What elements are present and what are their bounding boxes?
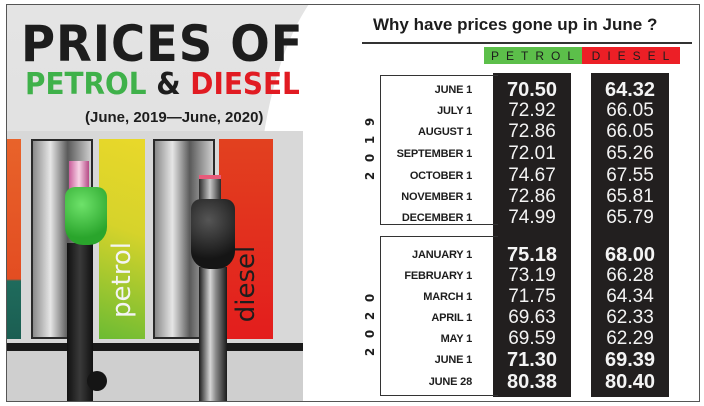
table-question: Why have prices gone up in June ? <box>373 15 658 34</box>
petrol-price: 70.50 <box>506 78 558 101</box>
diesel-price: 65.81 <box>606 186 654 207</box>
table-row: JULY 1 72.92 66.05 <box>380 100 690 121</box>
black-nozzle-icon <box>191 199 235 269</box>
petrol-price: 69.59 <box>508 328 556 349</box>
petrol-price: 71.75 <box>508 286 556 307</box>
row-date: FEBRUARY 1 <box>404 269 472 282</box>
year-digit: 1 <box>362 135 377 145</box>
title-prices-of: PRICES OF <box>21 15 304 73</box>
diesel-price: 67.55 <box>606 165 654 186</box>
diesel-column-background <box>591 73 669 397</box>
row-date: JUNE 28 <box>428 375 472 388</box>
table-row: JANUARY 1 75.18 68.00 <box>380 244 690 265</box>
table-row: JUNE 1 71.30 69.39 <box>380 349 690 370</box>
title-fuels: PETROL & DIESEL <box>25 70 300 100</box>
title-ampersand: & <box>156 67 181 102</box>
row-date: JUNE 1 <box>434 83 473 96</box>
bracket-2020 <box>380 236 498 396</box>
diesel-price: 62.29 <box>606 328 654 349</box>
black-nozzle-hose <box>199 267 227 401</box>
petrol-price: 73.19 <box>508 265 556 286</box>
question-rule <box>362 42 692 44</box>
petrol-price: 72.01 <box>508 143 556 164</box>
table-row: MARCH 1 71.75 64.34 <box>380 286 690 307</box>
year-digit: 9 <box>362 117 377 127</box>
diesel-price: 64.34 <box>606 286 654 307</box>
table-row: JUNE 28 80.38 80.40 <box>380 371 690 392</box>
row-date: MARCH 1 <box>423 290 472 303</box>
year-digit: 2 <box>362 171 377 181</box>
petrol-price: 74.99 <box>508 207 556 228</box>
row-date: NOVEMBER 1 <box>401 190 472 203</box>
petrol-column-background <box>493 73 571 397</box>
petrol-price: 71.30 <box>506 348 558 371</box>
petrol-price: 80.38 <box>506 370 558 393</box>
table-row: MAY 1 69.59 62.29 <box>380 328 690 349</box>
infographic-frame: PRICES OF PETROL & DIESEL (June, 2019—Ju… <box>6 4 700 402</box>
row-date: AUGUST 1 <box>417 125 472 138</box>
pump-base <box>7 351 303 401</box>
diesel-price: 69.39 <box>604 348 656 371</box>
diesel-strip-label: diesel <box>231 245 261 323</box>
row-date: APRIL 1 <box>431 311 472 324</box>
pump-knob <box>87 371 107 391</box>
petrol-strip-label: petrol <box>107 242 137 318</box>
table-row: NOVEMBER 1 72.86 65.81 <box>380 186 690 207</box>
row-date: OCTOBER 1 <box>409 169 472 182</box>
column-header-diesel: DIESEL <box>582 47 680 64</box>
black-nozzle-neck <box>199 175 221 203</box>
year-digit: 0 <box>362 293 377 303</box>
petrol-price: 72.86 <box>508 121 556 142</box>
table-row: APRIL 1 69.63 62.33 <box>380 307 690 328</box>
petrol-price: 75.18 <box>506 243 558 266</box>
year-digit: 0 <box>362 329 377 339</box>
diesel-price: 66.05 <box>606 100 654 121</box>
year-digit: 0 <box>362 153 377 163</box>
title-diesel: DIESEL <box>190 67 300 102</box>
petrol-price: 72.86 <box>508 186 556 207</box>
green-nozzle-neck <box>69 161 89 191</box>
table-row: JUNE 1 70.50 64.32 <box>380 79 690 100</box>
diesel-price: 80.40 <box>604 370 656 393</box>
diesel-price: 62.33 <box>606 307 654 328</box>
petrol-price: 74.67 <box>508 165 556 186</box>
diesel-price: 65.26 <box>606 143 654 164</box>
row-date: DECEMBER 1 <box>401 211 472 224</box>
year-digit: 2 <box>362 347 377 357</box>
table-row: SEPTEMBER 1 72.01 65.26 <box>380 143 690 164</box>
row-date: MAY 1 <box>440 332 473 345</box>
pump-base-line <box>7 343 303 351</box>
year-label-2020: 2 0 2 0 <box>362 292 378 358</box>
orange-strip <box>7 139 21 339</box>
table-row: FEBRUARY 1 73.19 66.28 <box>380 265 690 286</box>
petrol-price: 72.92 <box>508 100 556 121</box>
diesel-price: 65.79 <box>606 207 654 228</box>
year-digit: 2 <box>362 311 377 321</box>
table-row: AUGUST 1 72.86 66.05 <box>380 121 690 142</box>
row-date: SEPTEMBER 1 <box>396 147 473 160</box>
table-row: OCTOBER 1 74.67 67.55 <box>380 165 690 186</box>
bracket-2019 <box>380 75 498 225</box>
row-date: JULY 1 <box>437 104 472 117</box>
row-date: JUNE 1 <box>434 353 473 366</box>
row-date: JANUARY 1 <box>412 248 472 261</box>
diesel-price: 64.32 <box>604 78 656 101</box>
petrol-strip: petrol <box>99 139 145 339</box>
diesel-price: 66.05 <box>606 121 654 142</box>
fuel-pump-illustration: petrol diesel <box>7 131 303 401</box>
green-nozzle-icon <box>65 187 107 245</box>
diesel-price: 66.28 <box>606 265 654 286</box>
year-label-2019: 2 0 1 9 <box>362 116 378 182</box>
table-row: DECEMBER 1 74.99 65.79 <box>380 207 690 228</box>
petrol-price: 69.63 <box>508 307 556 328</box>
date-range: (June, 2019—June, 2020) <box>85 109 264 126</box>
title-petrol: PETROL <box>25 67 147 102</box>
column-header-petrol: PETROL <box>484 47 582 64</box>
diesel-price: 68.00 <box>604 243 656 266</box>
